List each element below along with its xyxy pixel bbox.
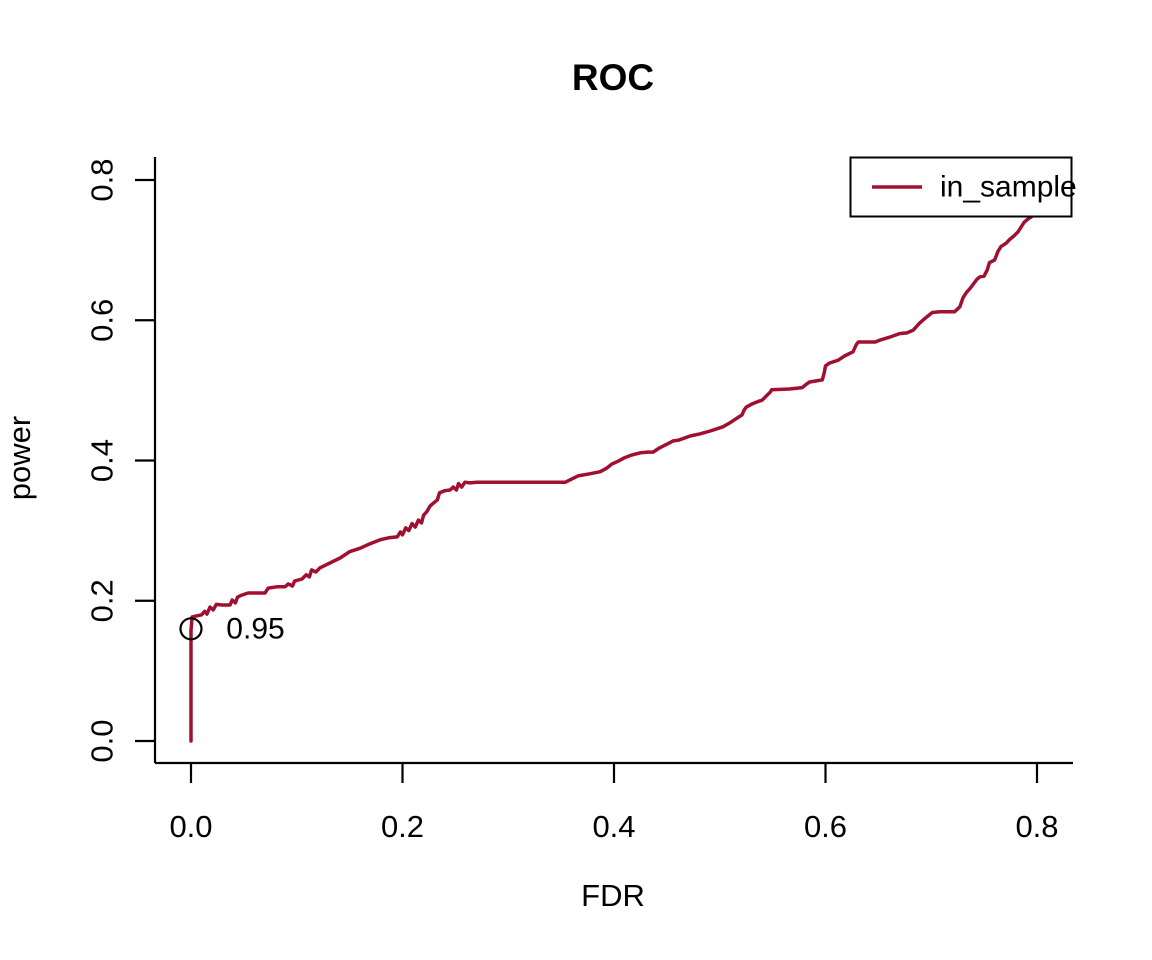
x-axis-title: FDR [581, 878, 645, 913]
x-axis: 0.0 0.2 0.4 0.6 0.8 FDR [155, 761, 1073, 913]
y-axis: 0.0 0.2 0.4 0.6 0.8 power [2, 157, 157, 763]
threshold-value-label: 0.95 [226, 612, 284, 645]
x-tick-label: 0.8 [1015, 809, 1058, 844]
y-tick-label: 0.4 [85, 439, 120, 482]
plot-title: ROC [572, 57, 654, 98]
threshold-marker-circle [179, 617, 203, 641]
x-tick-label: 0.4 [592, 809, 635, 844]
annotation-layer: 0.95 [179, 612, 285, 645]
y-tick-label: 0.2 [85, 579, 120, 622]
x-tick-label: 0.0 [169, 809, 212, 844]
y-tick-label: 0.6 [85, 299, 120, 342]
y-ticks: 0.0 0.2 0.4 0.6 0.8 [85, 158, 155, 763]
y-axis-title: power [2, 416, 37, 500]
x-tick-label: 0.2 [381, 809, 424, 844]
legend: in_sample [849, 156, 1077, 218]
legend-entry-label: in_sample [940, 171, 1077, 204]
x-ticks: 0.0 0.2 0.4 0.6 0.8 [169, 763, 1059, 844]
y-tick-label: 0.8 [85, 158, 120, 201]
roc-curve-line [189, 192, 1039, 743]
y-tick-label: 0.0 [85, 719, 120, 762]
x-tick-label: 0.6 [804, 809, 847, 844]
